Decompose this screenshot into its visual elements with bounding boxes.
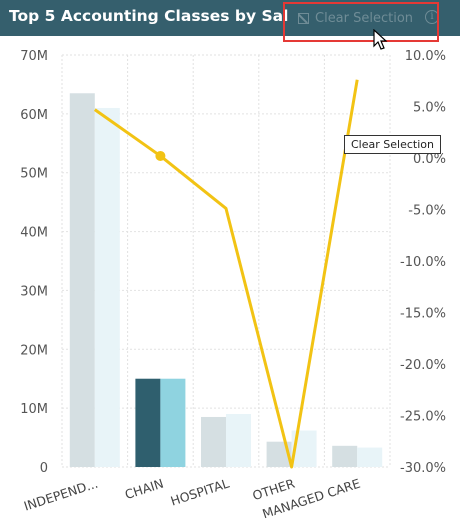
bar-series-1 [201, 416, 226, 467]
chart-header: Top 5 Accounting Classes by Sales Qt Cle… [0, 0, 460, 36]
right-axis-tick: 0.0% [413, 152, 446, 167]
bar-series-1 [135, 378, 161, 467]
chart-title: Top 5 Accounting Classes by Sales Qt [9, 7, 289, 25]
bar-series-2 [291, 430, 317, 467]
x-axis-tick: HOSPITAL [169, 476, 231, 509]
bar-series-2 [160, 378, 186, 467]
left-axis-tick: 30M [20, 284, 48, 299]
clear-selection-label: Clear Selection [315, 10, 414, 26]
right-axis-tick: -5.0% [408, 204, 446, 219]
left-axis-tick: 0 [40, 461, 48, 476]
right-axis-tick: 5.0% [413, 101, 446, 116]
left-axis-tick: 70M [20, 49, 48, 64]
x-axis-tick: MANAGED CARE [260, 476, 362, 522]
highlight-box [283, 2, 439, 42]
right-axis-tick: -25.0% [400, 410, 446, 425]
x-axis-tick: OTHER [251, 475, 297, 503]
bar-series-1 [69, 93, 95, 467]
right-axis-tick: -15.0% [400, 307, 446, 322]
right-axis-tick: -30.0% [400, 461, 446, 476]
right-axis-tick: 10.0% [405, 49, 446, 64]
left-axis-tick: 20M [20, 343, 48, 358]
right-axis-tick: -10.0% [400, 255, 446, 270]
bar-series-2 [226, 414, 251, 467]
line-series [93, 79, 359, 469]
x-axis-tick: INDEPEND... [22, 476, 100, 514]
left-axis-tick: 60M [20, 108, 48, 123]
bar-series-1 [332, 445, 358, 467]
left-axis-tick: 40M [20, 226, 48, 241]
clear-selection-tooltip: Clear Selection [344, 135, 441, 154]
right-axis-tick: -20.0% [400, 358, 446, 373]
bar-series-2 [357, 447, 383, 467]
clear-selection-button[interactable]: Clear Selection [298, 9, 413, 27]
bar-series-2 [94, 107, 120, 467]
line-marker [155, 150, 166, 161]
mouse-cursor-icon [373, 29, 388, 50]
bar-series-1 [266, 441, 292, 467]
left-axis-tick: 50M [20, 167, 48, 182]
x-axis-tick: CHAIN [123, 476, 165, 503]
left-axis-tick: 10M [20, 402, 48, 417]
clear-selection-icon [298, 12, 309, 24]
